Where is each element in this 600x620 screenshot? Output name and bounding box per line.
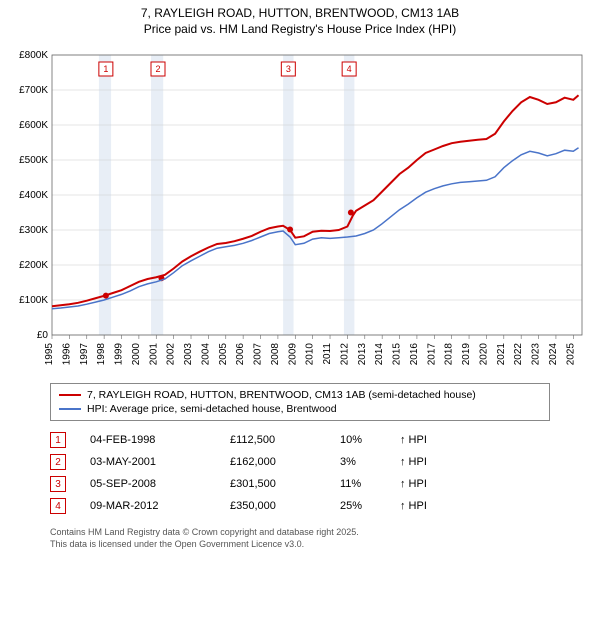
svg-text:2005: 2005 bbox=[218, 343, 229, 366]
svg-text:2024: 2024 bbox=[548, 343, 559, 366]
tx-price: £350,000 bbox=[230, 500, 340, 512]
tx-note: ↑ HPI bbox=[400, 456, 480, 468]
data-marker bbox=[348, 210, 354, 216]
svg-text:2014: 2014 bbox=[374, 343, 385, 366]
tx-marker: 3 bbox=[50, 476, 66, 492]
tx-price: £112,500 bbox=[230, 434, 340, 446]
svg-text:£200K: £200K bbox=[19, 260, 48, 271]
svg-text:2006: 2006 bbox=[235, 343, 246, 366]
svg-text:1: 1 bbox=[103, 64, 108, 74]
svg-text:2025: 2025 bbox=[565, 343, 576, 366]
tx-note: ↑ HPI bbox=[400, 434, 480, 446]
tx-pct: 10% bbox=[340, 434, 400, 446]
tx-marker: 1 bbox=[50, 432, 66, 448]
svg-text:£600K: £600K bbox=[19, 120, 48, 131]
svg-text:2009: 2009 bbox=[287, 343, 298, 366]
tx-date: 05-SEP-2008 bbox=[90, 478, 230, 490]
svg-text:1996: 1996 bbox=[61, 343, 72, 366]
svg-text:2012: 2012 bbox=[339, 343, 350, 366]
tx-pct: 25% bbox=[340, 500, 400, 512]
svg-text:2022: 2022 bbox=[513, 343, 524, 366]
svg-text:2007: 2007 bbox=[253, 343, 264, 366]
svg-text:2: 2 bbox=[155, 64, 160, 74]
tx-price: £301,500 bbox=[230, 478, 340, 490]
svg-text:£800K: £800K bbox=[19, 50, 48, 61]
tx-date: 03-MAY-2001 bbox=[90, 456, 230, 468]
data-marker bbox=[287, 227, 293, 233]
tx-date: 04-FEB-1998 bbox=[90, 434, 230, 446]
svg-text:£100K: £100K bbox=[19, 295, 48, 306]
svg-text:2020: 2020 bbox=[478, 343, 489, 366]
svg-text:2008: 2008 bbox=[270, 343, 281, 366]
legend-item: 7, RAYLEIGH ROAD, HUTTON, BRENTWOOD, CM1… bbox=[59, 388, 541, 402]
svg-text:2011: 2011 bbox=[322, 343, 333, 365]
svg-text:2004: 2004 bbox=[200, 343, 211, 366]
svg-text:£700K: £700K bbox=[19, 85, 48, 96]
series-price_paid bbox=[52, 95, 579, 306]
data-marker bbox=[103, 293, 109, 299]
svg-text:1995: 1995 bbox=[44, 343, 55, 366]
svg-text:£500K: £500K bbox=[19, 155, 48, 166]
title-line2: Price paid vs. HM Land Registry's House … bbox=[0, 22, 600, 38]
svg-text:2019: 2019 bbox=[461, 343, 472, 366]
svg-text:2001: 2001 bbox=[148, 343, 159, 366]
tx-note: ↑ HPI bbox=[400, 500, 480, 512]
svg-text:3: 3 bbox=[286, 64, 291, 74]
tx-pct: 11% bbox=[340, 478, 400, 490]
svg-text:£300K: £300K bbox=[19, 225, 48, 236]
chart-title: 7, RAYLEIGH ROAD, HUTTON, BRENTWOOD, CM1… bbox=[0, 0, 600, 37]
legend-swatch bbox=[59, 408, 81, 410]
footer-line2: This data is licensed under the Open Gov… bbox=[50, 539, 590, 551]
legend-label: 7, RAYLEIGH ROAD, HUTTON, BRENTWOOD, CM1… bbox=[87, 389, 476, 401]
tx-marker: 4 bbox=[50, 498, 66, 514]
svg-text:2021: 2021 bbox=[496, 343, 507, 366]
svg-text:2023: 2023 bbox=[531, 343, 542, 366]
legend-swatch bbox=[59, 394, 81, 396]
legend-item: HPI: Average price, semi-detached house,… bbox=[59, 402, 541, 416]
chart-container: £0 £100K £200K £300K £400K £500K £600K £700K £80… bbox=[8, 45, 592, 375]
svg-text:£0: £0 bbox=[37, 330, 49, 341]
footer-attribution: Contains HM Land Registry data © Crown c… bbox=[50, 527, 590, 550]
svg-text:£400K: £400K bbox=[19, 190, 48, 201]
tx-pct: 3% bbox=[340, 456, 400, 468]
transactions-table: 104-FEB-1998£112,50010%↑ HPI203-MAY-2001… bbox=[50, 429, 550, 517]
tx-date: 09-MAR-2012 bbox=[90, 500, 230, 512]
tx-note: ↑ HPI bbox=[400, 478, 480, 490]
footer-line1: Contains HM Land Registry data © Crown c… bbox=[50, 527, 590, 539]
line-chart: £0 £100K £200K £300K £400K £500K £600K £700K £80… bbox=[8, 45, 588, 375]
svg-text:2016: 2016 bbox=[409, 343, 420, 366]
transaction-row: 3 05-SEP-2008£301,50011%↑ HPI bbox=[50, 473, 550, 495]
svg-text:2018: 2018 bbox=[444, 343, 455, 366]
transaction-row: 4 09-MAR-2012£350,00025%↑ HPI bbox=[50, 495, 550, 517]
svg-text:1998: 1998 bbox=[96, 343, 107, 366]
svg-text:2017: 2017 bbox=[426, 343, 437, 366]
svg-text:2015: 2015 bbox=[392, 343, 403, 366]
svg-text:2010: 2010 bbox=[305, 343, 316, 366]
svg-text:1999: 1999 bbox=[114, 343, 125, 366]
legend-label: HPI: Average price, semi-detached house,… bbox=[87, 403, 337, 415]
tx-marker: 2 bbox=[50, 454, 66, 470]
svg-text:1997: 1997 bbox=[79, 343, 90, 366]
svg-text:2013: 2013 bbox=[357, 343, 368, 366]
transaction-row: 2 03-MAY-2001£162,0003%↑ HPI bbox=[50, 451, 550, 473]
tx-price: £162,000 bbox=[230, 456, 340, 468]
svg-text:4: 4 bbox=[347, 64, 352, 74]
legend: 7, RAYLEIGH ROAD, HUTTON, BRENTWOOD, CM1… bbox=[50, 383, 550, 421]
svg-text:2003: 2003 bbox=[183, 343, 194, 366]
svg-text:2000: 2000 bbox=[131, 343, 142, 366]
svg-text:2002: 2002 bbox=[166, 343, 177, 366]
title-line1: 7, RAYLEIGH ROAD, HUTTON, BRENTWOOD, CM1… bbox=[0, 6, 600, 22]
transaction-row: 1 04-FEB-1998£112,50010%↑ HPI bbox=[50, 429, 550, 451]
